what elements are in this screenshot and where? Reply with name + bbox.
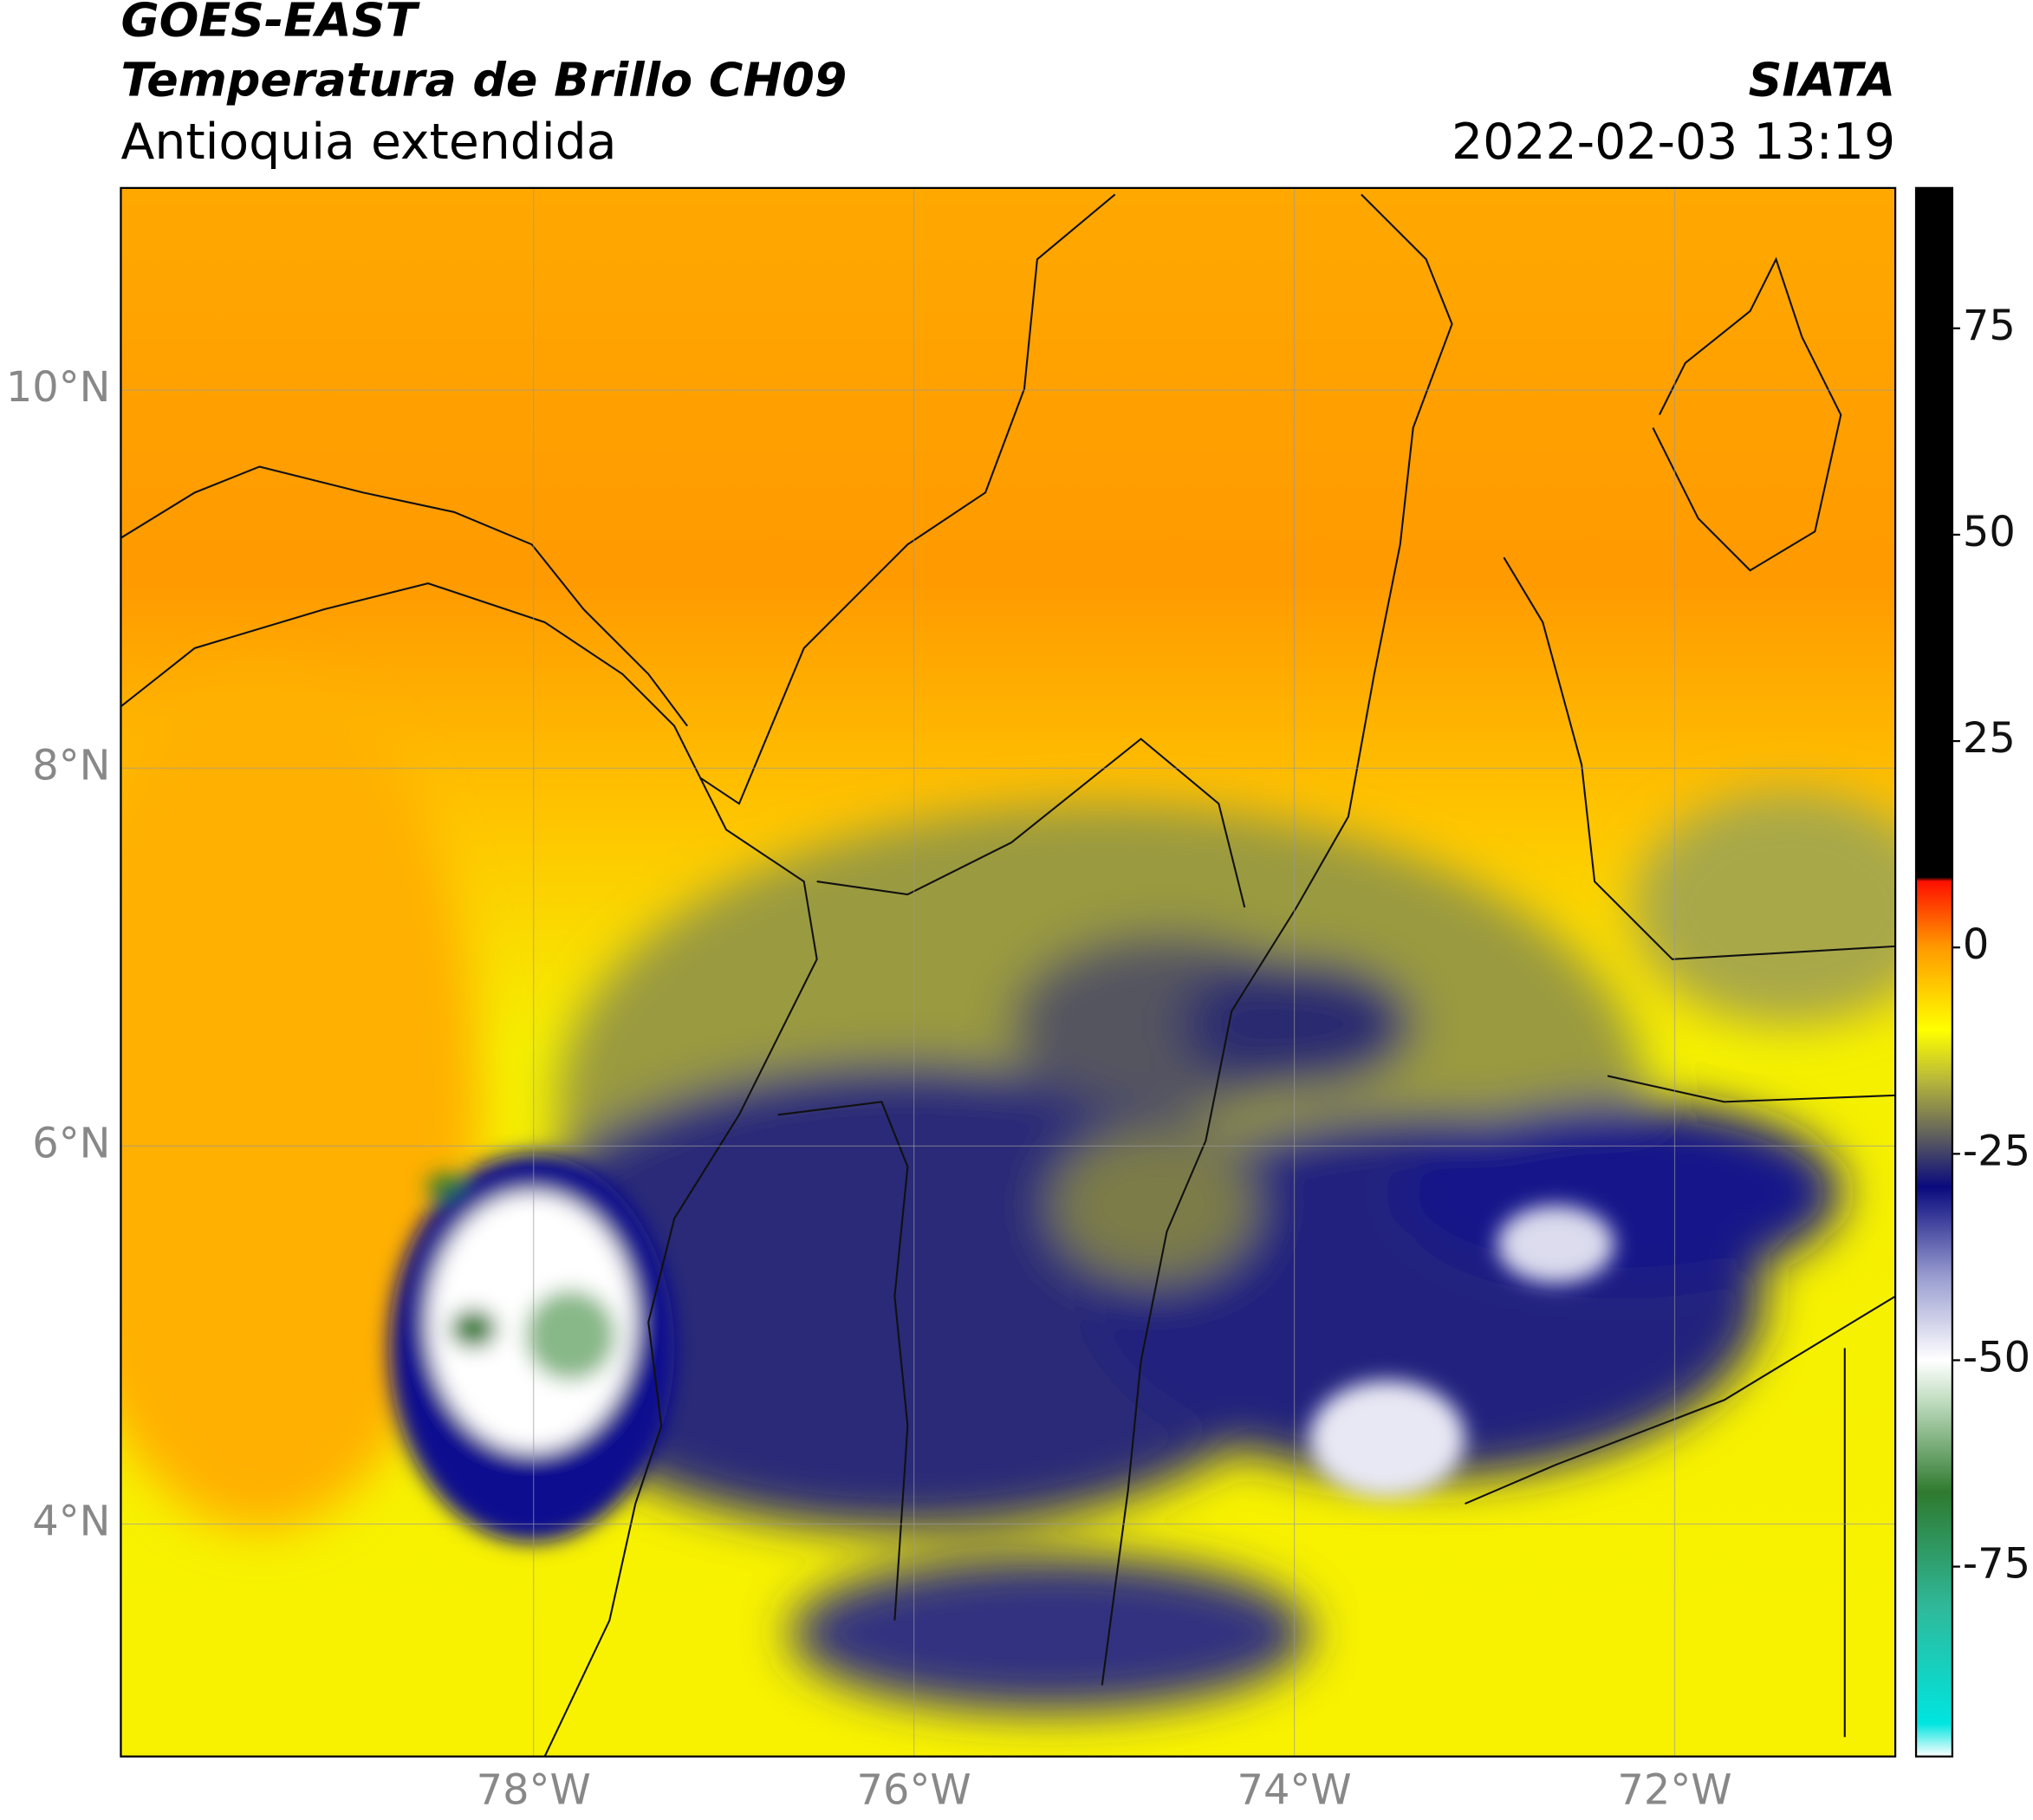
source: SIATA bbox=[1749, 52, 1896, 107]
x-tick-label: 72°W bbox=[1617, 1767, 1731, 1815]
datetime: 2022-02-03 13:19 bbox=[1452, 114, 1895, 171]
colorbar-tick-label: -50 bbox=[1963, 1334, 2030, 1381]
colorbar-tick-label: -25 bbox=[1963, 1128, 2030, 1175]
x-tick-label: 76°W bbox=[857, 1767, 971, 1815]
map-frame bbox=[120, 186, 1897, 1758]
y-tick-label: 10°N bbox=[6, 364, 111, 412]
colorbar-tick-label: 0 bbox=[1963, 921, 1989, 969]
colorbar-tick-label: 50 bbox=[1963, 509, 2016, 556]
colorbar-tick-label: -75 bbox=[1963, 1541, 2030, 1589]
region: Antioquia extendida bbox=[120, 114, 616, 171]
colorbar-tick-label: 25 bbox=[1963, 715, 2016, 763]
x-tick-label: 74°W bbox=[1237, 1767, 1352, 1815]
colorbar bbox=[1914, 186, 1954, 1758]
y-tick-label: 8°N bbox=[32, 742, 110, 790]
x-tick-label: 78°W bbox=[477, 1767, 591, 1815]
y-tick-label: 6°N bbox=[32, 1120, 110, 1167]
y-tick-label: 4°N bbox=[32, 1498, 110, 1546]
colorbar-tick-label: 75 bbox=[1963, 302, 2016, 350]
subtitle: Temperatura de Brillo CH09 bbox=[120, 52, 847, 107]
title: GOES-EAST bbox=[120, 0, 420, 48]
satellite-image bbox=[120, 187, 1896, 1757]
